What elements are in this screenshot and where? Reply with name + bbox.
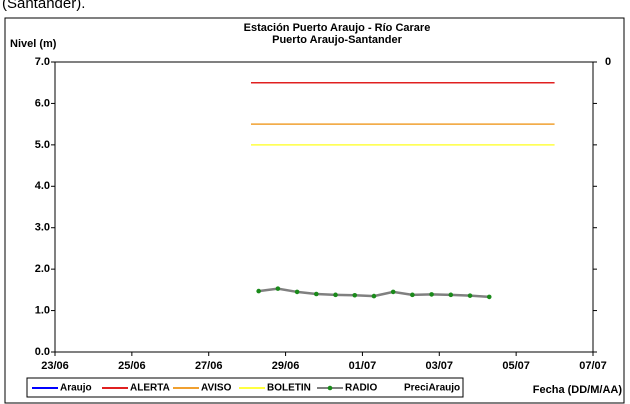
legend-label: RADIO: [345, 383, 377, 394]
series-marker: [352, 292, 358, 298]
legend-label: ALERTA: [130, 383, 170, 394]
y2-tick-label: 0: [605, 56, 611, 68]
series-marker: [371, 293, 377, 299]
chart-frame: [4, 17, 625, 404]
series-marker: [314, 291, 319, 297]
x-tick-label: 25/06: [118, 360, 146, 372]
series-marker: [410, 292, 415, 298]
chart-title: Estación Puerto Araujo - Río Carare: [244, 22, 431, 34]
legend-label: BOLETIN: [267, 383, 311, 394]
legend-label: AVISO: [201, 383, 232, 394]
series-marker: [390, 289, 396, 295]
x-axis-label: Fecha (DD/M/AA): [533, 384, 623, 396]
series-marker: [256, 288, 261, 294]
y-axis-label: Nivel (m): [10, 38, 57, 50]
y-tick-label: 7.0: [35, 56, 50, 68]
x-tick-label: 29/06: [272, 360, 300, 372]
caption: (Santander).: [2, 0, 85, 12]
y-tick-label: 5.0: [35, 139, 50, 151]
series-marker: [448, 292, 454, 298]
legend-label: PreciAraujo: [404, 383, 460, 394]
y-tick-label: 1.0: [35, 304, 50, 316]
series-marker: [275, 286, 281, 291]
x-tick-label: 03/07: [426, 360, 454, 372]
y-tick-label: 0.0: [35, 346, 50, 358]
series-marker: [429, 292, 434, 297]
chart-subtitle: Puerto Araujo-Santander: [272, 34, 402, 46]
y-tick-label: 4.0: [35, 180, 50, 192]
series-marker: [333, 292, 338, 298]
y-tick-label: 2.0: [35, 263, 50, 275]
x-tick-label: 05/07: [502, 360, 530, 372]
series-marker: [467, 293, 473, 298]
x-tick-label: 23/06: [41, 360, 69, 372]
x-tick-label: 01/07: [349, 360, 377, 372]
y-tick-label: 6.0: [35, 97, 50, 109]
series-marker: [294, 289, 300, 295]
x-tick-label: 07/07: [579, 360, 607, 372]
x-tick-label: 27/06: [195, 360, 223, 372]
legend-marker: [327, 385, 333, 391]
plot-area: [54, 61, 594, 353]
y-tick-label: 3.0: [35, 222, 50, 234]
series-marker: [486, 294, 492, 300]
legend-label: Araujo: [60, 383, 92, 394]
